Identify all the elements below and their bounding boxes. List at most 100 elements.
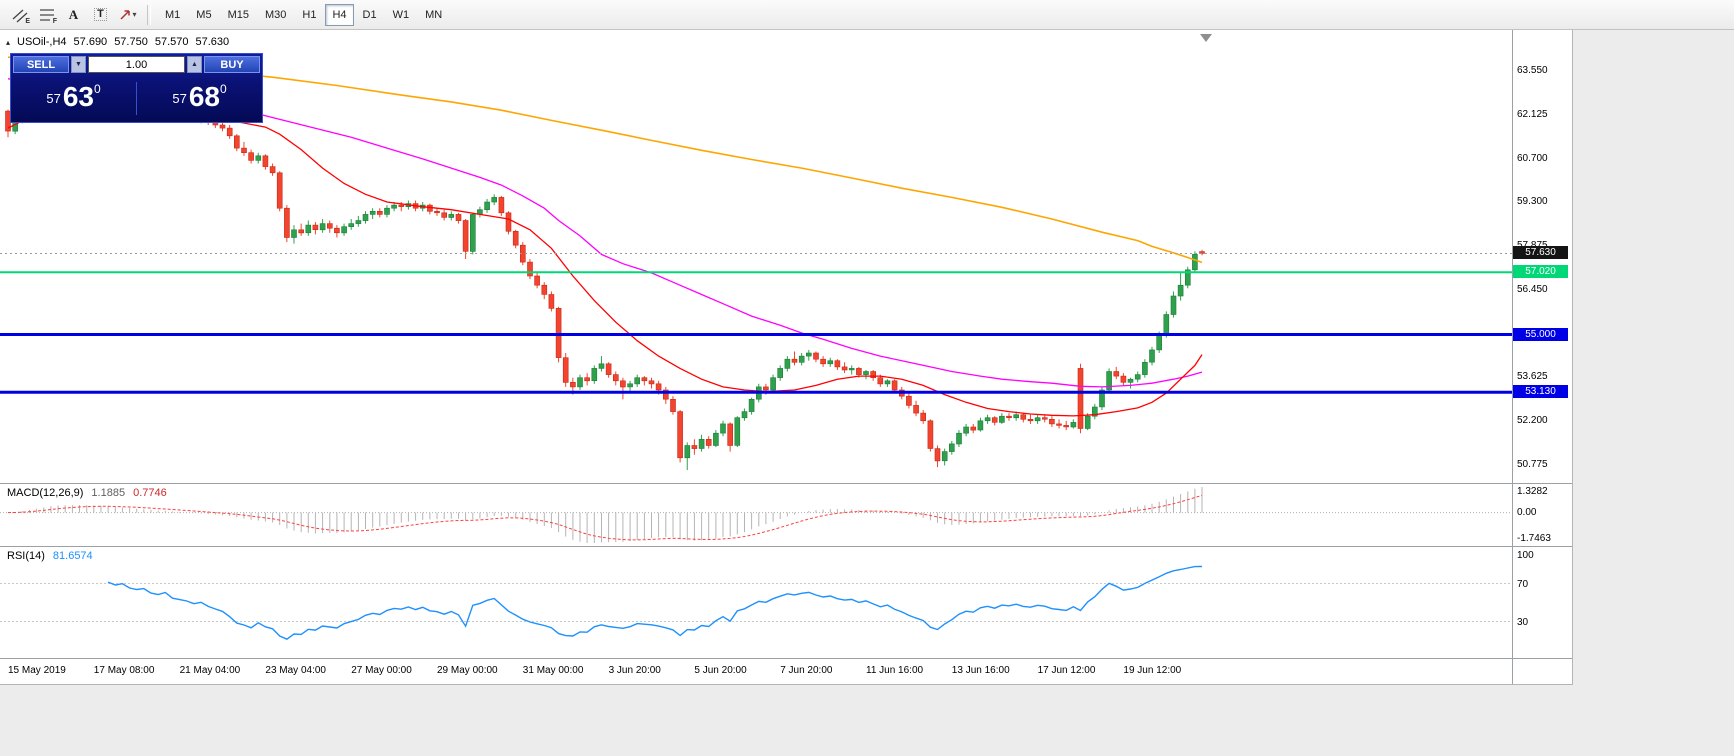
volume-input[interactable] <box>88 56 185 73</box>
rsi-indicator-chart[interactable] <box>0 547 1512 658</box>
equidistant-channel-button[interactable]: E <box>7 3 32 26</box>
macd-axis-label: 1.3282 <box>1517 486 1548 497</box>
low-value: 57.570 <box>154 36 189 48</box>
price-badge: 55.000 <box>1513 327 1568 341</box>
macd-signal-line <box>7 494 1203 541</box>
time-axis-label: 31 May 00:00 <box>522 665 584 676</box>
macd-histogram <box>14 487 1203 543</box>
arrows-dropdown-caret-icon[interactable]: ▾ <box>132 10 137 19</box>
time-axis-label: 13 Jun 16:00 <box>951 665 1010 676</box>
time-axis-label: 23 May 04:00 <box>265 665 326 676</box>
price-axis-separator <box>1512 30 1513 684</box>
price-badge: 57.630 <box>1513 246 1568 260</box>
text-tool-button[interactable]: A <box>61 3 86 26</box>
timeframe-button-mn[interactable]: MN <box>418 4 449 26</box>
price-badge: 53.130 <box>1513 385 1568 399</box>
rsi-axis-label: 70 <box>1517 578 1529 590</box>
candlestick-chart[interactable] <box>0 31 1512 484</box>
macd-axis-label: 0.00 <box>1517 506 1537 518</box>
rsi-label: RSI(14) 81.6574 <box>7 550 93 562</box>
chart-shift-marker[interactable] <box>1200 34 1212 42</box>
panel-separator <box>0 658 1572 659</box>
buy-price-big-digits: 68 <box>188 80 220 112</box>
symbol-label: USOil-,H4 <box>17 36 67 48</box>
timeframe-button-h1[interactable]: H1 <box>295 4 323 26</box>
time-axis-label: 21 May 04:00 <box>179 665 241 676</box>
macd-axis-label: -1.7463 <box>1517 533 1551 544</box>
rsi-line <box>107 565 1203 641</box>
price-axis-label: 53.625 <box>1517 370 1548 382</box>
rsi-axis-label: 100 <box>1517 550 1534 561</box>
macd-signal-value: 0.7746 <box>133 487 167 499</box>
equidistant-channel-icon <box>12 9 27 22</box>
close-value: 57.630 <box>195 36 230 48</box>
rsi-value: 81.6574 <box>52 550 93 562</box>
time-axis-label: 7 Jun 20:00 <box>780 665 833 676</box>
sell-button[interactable]: SELL <box>13 56 69 73</box>
price-axis[interactable]: 63.550 62.125 60.700 59.300 57.875 56.450 55.0… <box>1513 30 1572 684</box>
buy-price-pip-digit: 0 <box>219 81 227 96</box>
arrows-tool-button[interactable]: ▾ <box>115 3 140 26</box>
arrow-tool-icon <box>120 9 131 20</box>
panel-separator[interactable] <box>0 483 1572 484</box>
volume-increase-button[interactable]: ▲ <box>187 56 202 73</box>
chart-window: ▴ USOil-,H4 57.690 57.750 57.570 57.630 … <box>0 30 1573 685</box>
high-value: 57.750 <box>114 36 148 48</box>
price-badge: 57.020 <box>1513 265 1568 279</box>
timeframe-button-m1[interactable]: M1 <box>158 4 187 26</box>
price-axis-label: 62.125 <box>1517 108 1548 120</box>
trade-widget-divider <box>136 82 137 115</box>
toolbar-separator <box>147 4 151 25</box>
price-axis-label: 56.450 <box>1517 283 1548 295</box>
ma-fast-red-line <box>7 91 1203 417</box>
text-icon: A <box>68 6 79 22</box>
time-axis-label: 17 Jun 12:00 <box>1037 665 1096 676</box>
text-label-tool-button[interactable]: T <box>88 3 113 26</box>
timeframe-button-group: M1 M5 M15 M30 H1 H4 D1 W1 MN <box>157 3 450 26</box>
price-axis-label: 63.550 <box>1517 65 1548 77</box>
one-click-trading-widget: SELL ▼ ▲ BUY 57 63 0 57 68 0 <box>10 53 263 123</box>
trade-widget-prices-row: 57 63 0 57 68 0 <box>11 75 262 122</box>
time-axis-label: 5 Jun 20:00 <box>694 665 747 676</box>
sell-price-prefix: 57 <box>46 90 61 106</box>
ma-slow-orange-line <box>7 56 1203 264</box>
macd-indicator-chart[interactable] <box>0 484 1512 546</box>
timeframe-button-h4[interactable]: H4 <box>325 3 354 26</box>
timeframe-button-w1[interactable]: W1 <box>386 4 417 26</box>
price-axis-label: 50.775 <box>1517 458 1548 470</box>
candles-layer <box>5 80 1205 471</box>
rsi-axis-label: 30 <box>1517 616 1529 628</box>
open-value: 57.690 <box>73 36 108 48</box>
time-axis-label: 3 Jun 20:00 <box>608 665 661 676</box>
buy-button[interactable]: BUY <box>204 56 260 73</box>
toolbar: E F A T ▾ M1 M5 M15 M30 H1 H4 D1 W1 MN <box>0 0 1734 30</box>
buy-price-display[interactable]: 57 68 0 <box>137 82 262 116</box>
fibonacci-icon <box>39 8 54 21</box>
timeframe-button-m5[interactable]: M5 <box>189 4 218 26</box>
sell-price-big-digits: 63 <box>62 80 94 112</box>
macd-label: MACD(12,26,9) 1.1885 0.7746 <box>7 487 167 499</box>
time-axis-label: 15 May 2019 <box>8 665 66 676</box>
price-axis-label: 60.700 <box>1517 152 1548 164</box>
price-axis-label: 57.875 <box>1517 239 1548 251</box>
timeframe-button-m30[interactable]: M30 <box>258 4 293 26</box>
fibonacci-letter: F <box>52 18 57 25</box>
timeframe-button-d1[interactable]: D1 <box>356 4 384 26</box>
text-label-icon: T <box>94 8 107 21</box>
equidistant-channel-letter: E <box>25 18 30 25</box>
trade-widget-controls-row: SELL ▼ ▲ BUY <box>11 54 262 75</box>
sell-price-display[interactable]: 57 63 0 <box>11 82 136 116</box>
ma-lines-layer <box>7 56 1203 417</box>
ma-mid-magenta-line <box>7 78 1203 388</box>
time-axis-label: 17 May 08:00 <box>93 665 155 676</box>
timeframe-button-m15[interactable]: M15 <box>221 4 256 26</box>
time-axis[interactable]: 15 May 2019 17 May 08:00 21 May 04:00 23 Ma… <box>0 659 1512 684</box>
panel-separator[interactable] <box>0 546 1572 547</box>
one-click-panel-toggle-icon[interactable]: ▴ <box>6 37 11 47</box>
sell-price-pip-digit: 0 <box>93 81 101 96</box>
buy-price-prefix: 57 <box>172 90 187 106</box>
volume-decrease-button[interactable]: ▼ <box>71 56 86 73</box>
macd-main-value: 1.1885 <box>91 487 126 499</box>
fibonacci-retracement-button[interactable]: F <box>34 3 59 26</box>
